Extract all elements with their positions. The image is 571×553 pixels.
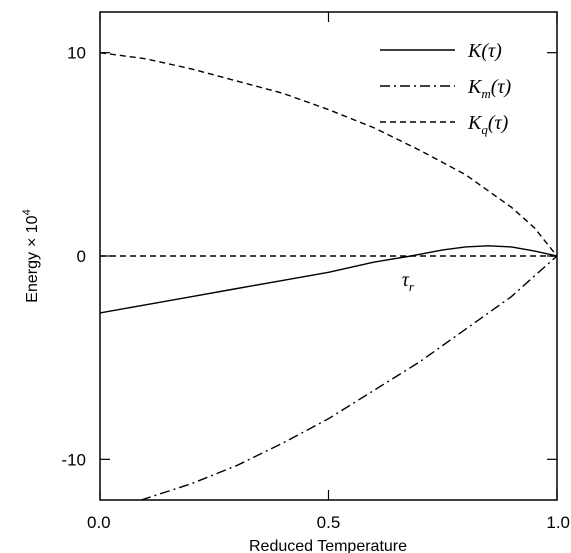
series-layer [99,52,558,501]
legend-entry: Km(τ) [467,76,512,101]
x-tick-label: 1.0 [546,513,570,532]
series-line [99,245,558,314]
ticks-layer: 0.0 0.5 1.0 -10 0 10 [61,12,570,532]
tau-r-annotation: τr [402,269,415,294]
series-line [140,255,558,501]
y-axis-title: Energy × 104 [21,209,41,302]
legend-entry: K(τ) [467,40,502,62]
legend-entry: Kq(τ) [467,112,509,137]
y-axis-title-main: Energy [24,252,41,303]
legend: K(τ) Km(τ) Kq(τ) [380,40,512,137]
series-line [99,52,558,257]
y-tick-label: 0 [77,247,86,266]
y-tick-label: -10 [61,450,86,469]
y-axis-title-exponent: 4 [21,209,33,215]
x-axis-title: Reduced Temperature [249,538,407,553]
y-axis-title-factor: × 10 [24,215,41,247]
annotations-layer: τr [402,269,415,294]
y-tick-label: 10 [67,44,86,63]
x-tick-label: 0.5 [317,513,341,532]
x-tick-label: 0.0 [87,513,111,532]
